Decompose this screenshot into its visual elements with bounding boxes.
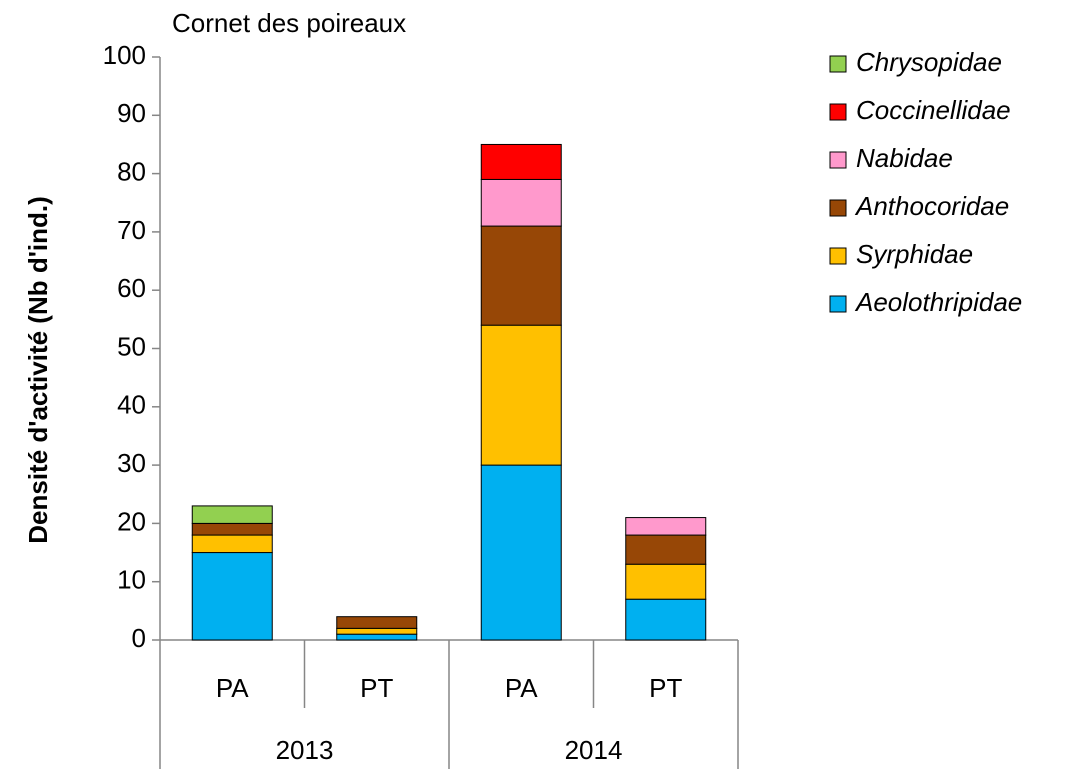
bar-segment — [191, 534, 273, 554]
bar-segment — [625, 598, 707, 641]
x-tick-label: PT — [360, 673, 393, 703]
bar-segment — [480, 324, 562, 466]
bar-segment — [336, 633, 418, 641]
group-label: 2014 — [565, 735, 623, 765]
y-tick-label: 100 — [103, 40, 146, 70]
legend-label: Anthocoridae — [854, 191, 1009, 221]
y-tick-label: 40 — [117, 390, 146, 420]
y-tick-label: 20 — [117, 506, 146, 536]
y-tick-label: 90 — [117, 98, 146, 128]
bar-segment — [625, 534, 707, 565]
bar-segment — [480, 178, 562, 227]
bar-segment — [191, 505, 273, 524]
y-tick-label: 70 — [117, 215, 146, 245]
bar-segment — [625, 563, 707, 600]
x-tick-label: PA — [216, 673, 249, 703]
legend-swatch — [829, 247, 847, 265]
y-tick-label: 30 — [117, 448, 146, 478]
y-tick-label: 50 — [117, 331, 146, 361]
bar-segment — [480, 143, 562, 180]
legend-swatch — [829, 151, 847, 169]
legend-swatch — [829, 55, 847, 73]
x-tick-label: PT — [649, 673, 682, 703]
legend-swatch — [829, 199, 847, 217]
legend-label: Syrphidae — [856, 239, 973, 269]
group-label: 2013 — [276, 735, 334, 765]
legend-label: Coccinellidae — [856, 95, 1011, 125]
bar-segment — [336, 616, 418, 629]
legend-label: Aeolothripidae — [854, 287, 1022, 317]
y-tick-label: 60 — [117, 273, 146, 303]
legend-swatch — [829, 295, 847, 313]
legend-swatch — [829, 103, 847, 121]
y-tick-label: 80 — [117, 156, 146, 186]
bar-segment — [191, 552, 273, 641]
bar-segment — [625, 517, 707, 536]
bar-segment — [480, 464, 562, 641]
legend-label: Nabidae — [856, 143, 953, 173]
y-axis-label: Densité d'activité (Nb d'ind.) — [23, 196, 53, 544]
y-tick-label: 10 — [117, 565, 146, 595]
chart-title: Cornet des poireaux — [172, 8, 406, 38]
x-tick-label: PA — [505, 673, 538, 703]
bar-segment — [191, 522, 273, 536]
bar-segment — [480, 225, 562, 326]
bar-segment — [336, 627, 418, 635]
y-tick-label: 0 — [132, 623, 146, 653]
legend-label: Chrysopidae — [856, 47, 1002, 77]
